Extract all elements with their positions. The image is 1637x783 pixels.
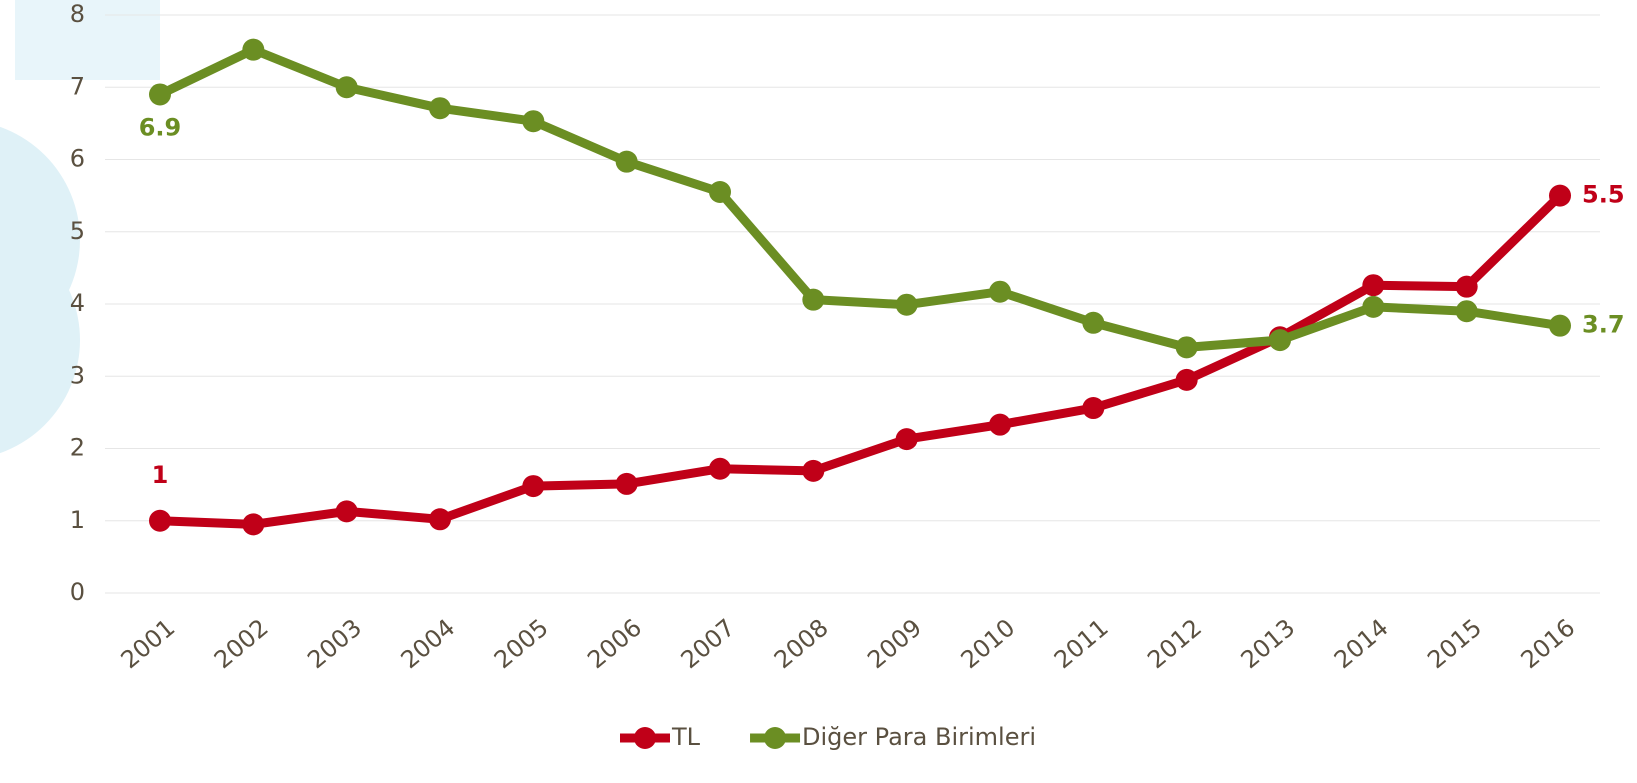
data-point [802,288,825,311]
data-point [1175,368,1198,391]
data-point [709,457,731,480]
data-point [615,472,638,495]
data-point [1175,336,1198,359]
value-label: 6.9 [139,113,182,141]
x-tick-label: 2011 [1049,614,1114,675]
legend-marker [764,727,787,749]
value-label: 5.5 [1582,181,1625,209]
data-point [802,459,825,482]
legend-marker [634,727,656,749]
x-tick-label: 2005 [489,614,554,675]
x-tick-label: 2009 [862,614,927,675]
series-line [159,192,1564,529]
x-tick-label: 2006 [582,614,647,675]
data-point [522,110,545,133]
x-tick-label: 2016 [1516,614,1581,675]
x-tick-label: 2007 [676,614,741,675]
value-label: 3.7 [1582,311,1625,339]
data-point [149,509,171,532]
data-point [1549,314,1571,337]
y-tick-label: 7 [70,72,85,100]
data-point [989,413,1011,436]
y-tick-label: 6 [70,145,85,173]
data-point [1082,311,1105,334]
x-tick-label: 2008 [769,614,834,675]
legend-label: Diğer Para Birimleri [802,723,1036,751]
y-tick-label: 0 [70,578,85,606]
x-tick-label: 2014 [1329,614,1394,675]
x-tick-label: 2010 [956,614,1021,675]
y-tick-label: 8 [70,0,85,28]
data-point [709,181,731,204]
data-point [1362,295,1385,318]
data-point [149,83,171,106]
data-point [242,38,265,61]
data-point [335,76,358,99]
y-tick-label: 4 [70,289,85,317]
x-tick-label: 2015 [1422,614,1487,675]
data-point [429,97,451,120]
y-tick-label: 2 [70,434,85,462]
data-point [615,150,638,173]
data-point [1455,275,1478,298]
value-label: 1 [152,461,169,489]
y-tick-label: 1 [70,506,85,534]
data-point [1362,274,1385,297]
series-line [158,45,1561,352]
y-tick-label: 3 [70,361,85,389]
legend-label: TL [671,723,701,751]
x-tick-label: 2013 [1236,614,1301,675]
x-tick-label: 2002 [209,614,274,675]
data-point [429,508,451,531]
x-tick-label: 2012 [1142,614,1207,675]
data-point [1549,184,1571,207]
x-tick-label: 2001 [116,614,181,675]
x-tick-label: 2004 [396,614,461,675]
data-point [895,293,918,316]
background-decoration [0,0,160,454]
data-point [1455,300,1478,323]
data-point [335,500,358,523]
data-point [1082,397,1105,420]
data-point [522,475,545,498]
data-point [1269,329,1291,352]
data-point [989,280,1011,303]
data-point [895,428,918,451]
y-tick-label: 5 [70,217,85,245]
data-point [242,513,265,536]
x-tick-label: 2003 [302,614,367,675]
